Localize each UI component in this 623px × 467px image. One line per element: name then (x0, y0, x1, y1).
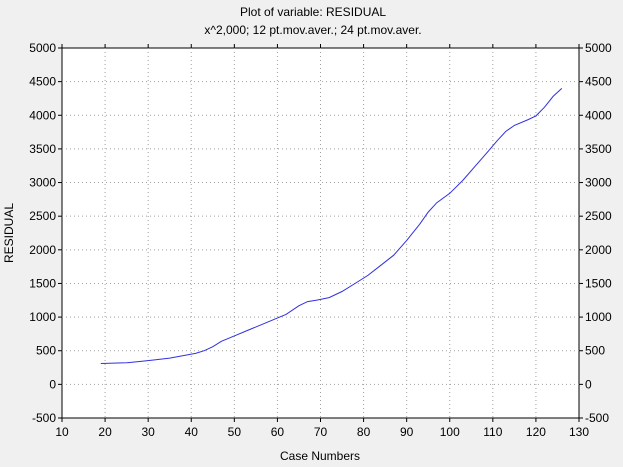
y-tick-label-left: 1500 (29, 276, 56, 290)
y-tick-label-left: 3000 (29, 176, 56, 190)
y-tick-label-left: 4000 (29, 108, 56, 122)
y-tick-label-left: -500 (32, 411, 56, 425)
chart-subtitle: x^2,000; 12 pt.mov.aver.; 24 pt.mov.aver… (204, 23, 421, 37)
series-line (100, 88, 563, 364)
x-tick-label: 10 (55, 425, 69, 439)
y-tick-label-right: 5000 (585, 41, 612, 55)
y-tick-label-right: 1500 (585, 276, 612, 290)
x-tick-label: 60 (271, 425, 285, 439)
x-tick-label: 30 (141, 425, 155, 439)
y-tick-label-right: 3000 (585, 176, 612, 190)
x-axis-title: Case Numbers (280, 449, 360, 463)
y-tick-label-left: 2500 (29, 209, 56, 223)
x-tick-label: 120 (526, 425, 546, 439)
x-tick-label: 80 (357, 425, 371, 439)
x-tick-label: 110 (483, 425, 502, 439)
y-tick-label-left: 0 (49, 377, 56, 391)
x-tick-label: 100 (440, 425, 460, 439)
ticks (58, 44, 583, 422)
y-tick-label-left: 4500 (29, 75, 56, 89)
x-tick-label: 20 (98, 425, 112, 439)
y-tick-label-right: 500 (585, 344, 605, 358)
x-tick-label: 70 (314, 425, 328, 439)
y-tick-label-left: 1000 (29, 310, 56, 324)
x-tick-label: 40 (185, 425, 199, 439)
x-tick-label: 130 (569, 425, 589, 439)
y-axis-title: RESIDUAL (2, 203, 16, 263)
y-tick-label-left: 500 (36, 344, 56, 358)
y-tick-label-left: 5000 (29, 41, 56, 55)
y-tick-label-right: 4000 (585, 108, 612, 122)
chart-title: Plot of variable: RESIDUAL (240, 5, 386, 19)
x-tick-label: 50 (228, 425, 242, 439)
x-tick-labels: 10 20 30 40 50 60 70 80 90 100 110 120 130 (55, 425, 589, 439)
y-tick-label-right: 2000 (585, 243, 612, 257)
grid (62, 48, 579, 418)
y-tick-label-right: 0 (585, 377, 592, 391)
y-tick-label-left: 3500 (29, 142, 56, 156)
y-tick-label-right: 2500 (585, 209, 612, 223)
y-tick-label-right: 1000 (585, 310, 612, 324)
y-tick-labels-left: -500 0 500 1000 1500 2000 2500 3000 3500 4000 4500… (29, 41, 56, 425)
y-tick-label-right: 4500 (585, 75, 612, 89)
x-tick-label: 90 (400, 425, 414, 439)
y-tick-label-left: 2000 (29, 243, 56, 257)
y-tick-labels-right: -500 0 500 1000 1500 2000 2500 3000 3500 4000 4500… (585, 41, 612, 425)
series-group (100, 88, 563, 364)
y-tick-label-right: -500 (585, 411, 609, 425)
y-tick-label-right: 3500 (585, 142, 612, 156)
